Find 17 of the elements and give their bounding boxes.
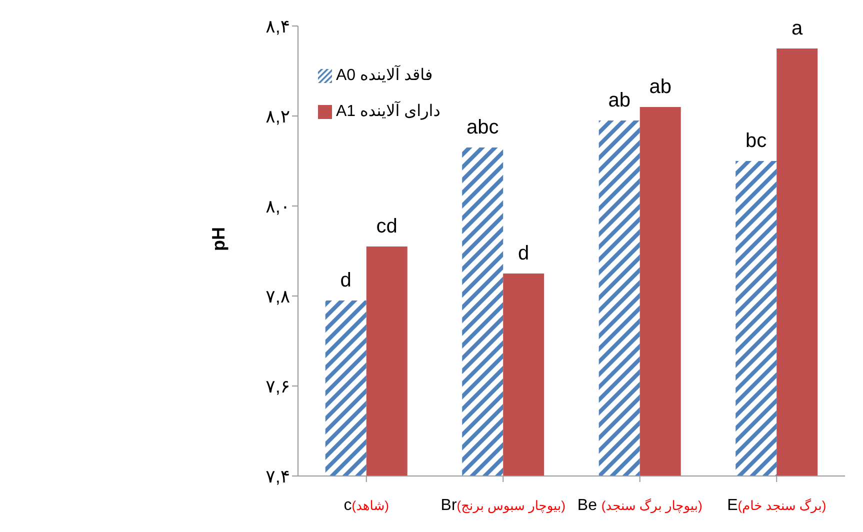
y-tick-label: ۷,۶ (266, 376, 290, 396)
y-tick-label: ۷,۸ (266, 286, 290, 306)
y-tick-label: ۸,۰ (266, 196, 290, 216)
data-label: ab (608, 90, 630, 112)
data-label: d (518, 242, 530, 264)
data-label: d (340, 270, 352, 292)
data-label: a (792, 18, 804, 40)
y-tick-label: ۸,۴ (266, 16, 290, 36)
data-label: cd (376, 216, 398, 238)
data-label: bc (746, 130, 767, 152)
y-tick-label: ۷,۴ (266, 466, 290, 486)
data-label: ab (649, 76, 672, 98)
legend-label: فاقد آلاینده A0 (336, 67, 433, 84)
data-label: abc (466, 116, 499, 138)
legend-label: دارای آلاینده A1 (336, 103, 440, 120)
y-tick-label: ۸,۲ (266, 106, 290, 126)
y-axis-title: pH (208, 227, 228, 251)
